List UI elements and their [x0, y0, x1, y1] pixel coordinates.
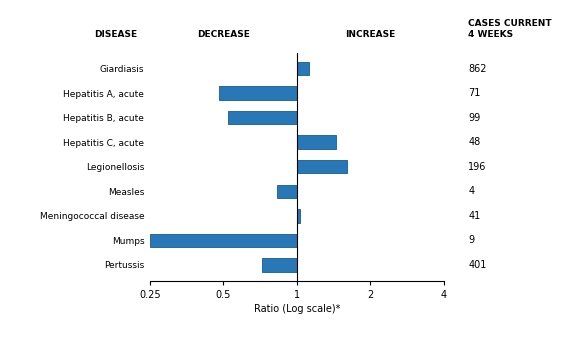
Text: 4 WEEKS: 4 WEEKS: [468, 29, 513, 39]
Text: DECREASE: DECREASE: [197, 29, 250, 39]
Text: 41: 41: [468, 211, 480, 221]
Text: 4: 4: [468, 186, 475, 196]
Bar: [219, 86, 297, 100]
Bar: [277, 185, 297, 198]
Text: 71: 71: [468, 88, 481, 98]
Text: 99: 99: [468, 113, 480, 122]
Bar: [297, 160, 347, 173]
Bar: [297, 135, 336, 149]
Bar: [297, 62, 309, 75]
Bar: [262, 258, 297, 272]
Text: 401: 401: [468, 260, 486, 270]
Bar: [297, 209, 300, 223]
Text: CASES CURRENT: CASES CURRENT: [468, 19, 552, 28]
Text: DISEASE: DISEASE: [94, 29, 137, 39]
Text: 48: 48: [468, 137, 480, 147]
Text: 196: 196: [468, 162, 486, 172]
Text: 9: 9: [468, 235, 475, 245]
Text: 862: 862: [468, 64, 486, 74]
Bar: [228, 111, 297, 124]
Text: INCREASE: INCREASE: [345, 29, 396, 39]
Bar: [150, 233, 297, 247]
X-axis label: Ratio (Log scale)*: Ratio (Log scale)*: [254, 304, 340, 314]
